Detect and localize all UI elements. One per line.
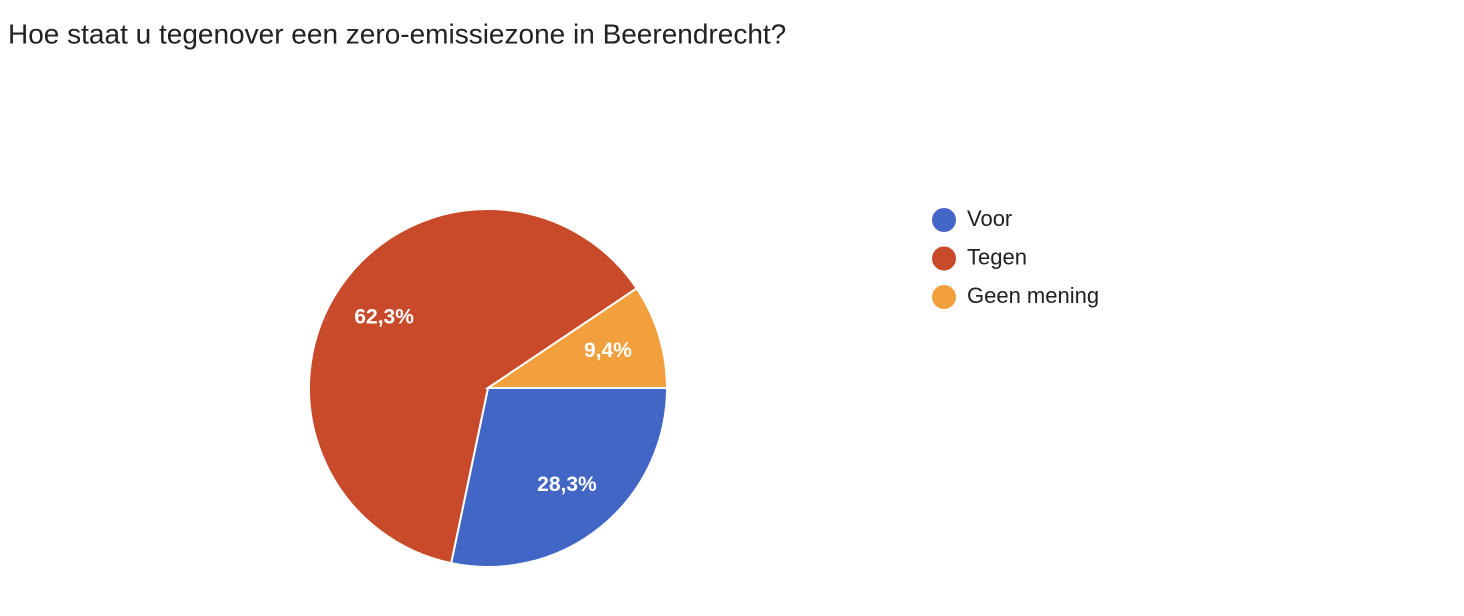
value-label: 62,3% [354, 305, 414, 328]
value-label: 28,3% [537, 473, 597, 496]
pie-slice [484, 286, 669, 389]
legend-label: Voor [967, 206, 1012, 231]
pie-slice [449, 387, 669, 568]
legend-swatch [932, 208, 956, 232]
legend-label: Tegen [967, 244, 1027, 269]
pie-slice [308, 208, 639, 565]
legend-swatch [932, 285, 956, 309]
legend-swatch [932, 246, 956, 271]
value-label: 9,4% [584, 339, 632, 362]
legend-label: Geen mening [967, 283, 1099, 308]
chart-title: Hoe staat u tegenover een zero-emissiezo… [8, 18, 786, 49]
